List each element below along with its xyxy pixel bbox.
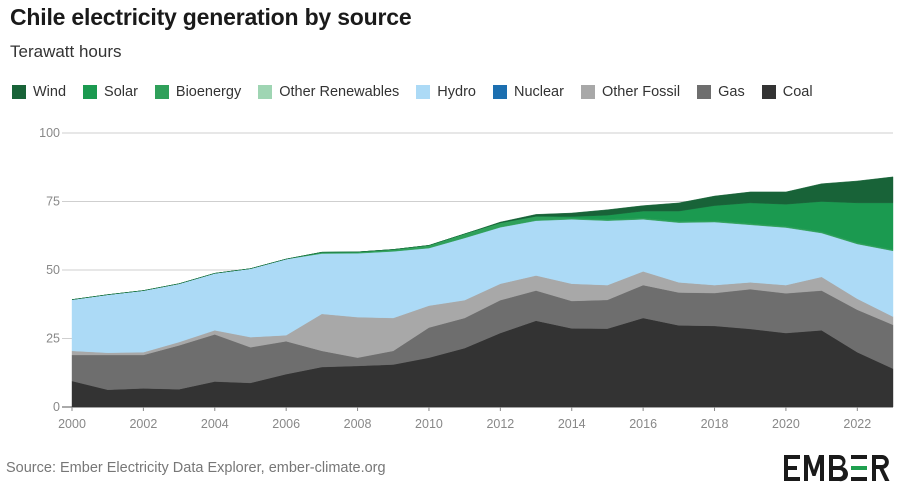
legend-item-other-fossil: Other Fossil [580,84,681,100]
x-tick-label-2014: 2014 [558,417,586,431]
legend-item-solar: Solar [83,84,138,100]
chart-subtitle: Terawatt hours [10,42,122,61]
legend-item-gas: Gas [697,84,745,100]
legend-item-bioenergy: Bioenergy [154,84,242,100]
x-tick-label-2010: 2010 [415,417,443,431]
legend-label-bioenergy: Bioenergy [175,84,242,100]
y-tick-label-25: 25 [46,332,60,346]
legend-label-nuclear: Nuclear [513,84,564,100]
y-tick-label-75: 75 [46,195,60,209]
legend-item-nuclear: Nuclear [492,84,564,100]
chart-title: Chile electricity generation by source [10,4,412,30]
legend-item-wind: Wind [12,84,66,100]
x-tick-label-2000: 2000 [58,417,86,431]
legend-label-wind: Wind [33,84,67,100]
legend-swatch-coal [761,85,776,99]
legend-label-solar: Solar [104,84,138,100]
area-wind [71,176,894,300]
legend-label-other-renewables: Other Renewables [279,84,400,100]
source-note: Source: Ember Electricity Data Explorer,… [6,460,386,476]
legend-swatch-bioenergy [154,85,169,99]
ember-logo [784,454,890,482]
x-tick-label-2022: 2022 [843,417,871,431]
legend-label-other-fossil: Other Fossil [601,84,681,100]
legend-swatch-nuclear [492,85,507,99]
legend-swatch-hydro [416,85,431,99]
legend-label-gas: Gas [718,84,745,100]
legend-swatch-solar [83,85,98,99]
x-tick-label-2016: 2016 [629,417,657,431]
chart-legend: Wind Solar Bioenergy Other Renewables Hydro N… [12,84,830,100]
x-tick-label-2004: 2004 [201,417,229,431]
legend-label-coal: Coal [782,84,813,100]
legend-item-hydro: Hydro [416,84,476,100]
x-tick-label-2006: 2006 [272,417,300,431]
x-tick-label-2008: 2008 [344,417,372,431]
legend-item-other-renewables: Other Renewables [258,84,399,100]
x-tick-label-2002: 2002 [129,417,157,431]
legend-swatch-gas [697,85,712,99]
x-tick-label-2020: 2020 [772,417,800,431]
x-tick-label-2018: 2018 [701,417,729,431]
y-tick-label-50: 50 [46,263,60,277]
x-tick-label-2012: 2012 [486,417,514,431]
legend-swatch-wind [12,85,26,99]
legend-item-coal: Coal [761,84,813,100]
legend-label-hydro: Hydro [437,84,476,100]
y-tick-label-0: 0 [53,400,60,414]
legend-swatch-other-fossil [580,85,595,99]
legend-swatch-other-renewables [258,85,273,99]
y-tick-label-100: 100 [39,126,60,140]
